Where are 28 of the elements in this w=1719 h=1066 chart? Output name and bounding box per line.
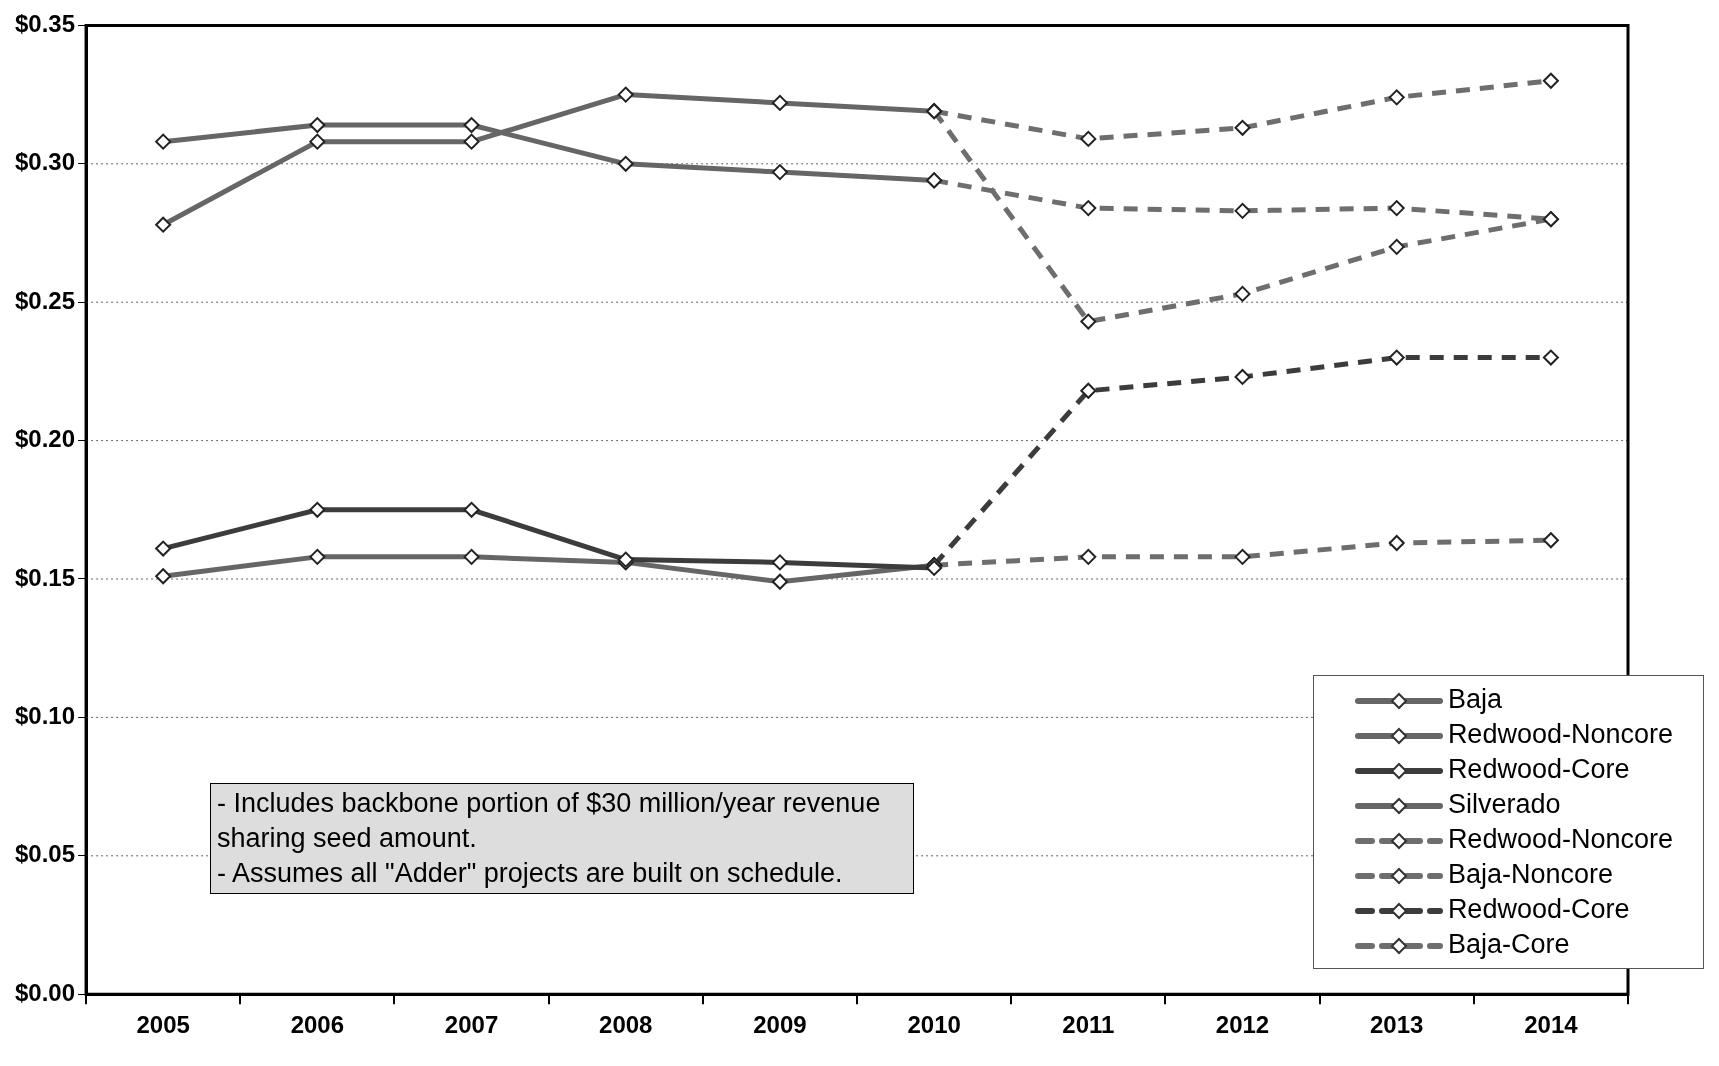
x-tick-label: 2012 xyxy=(1215,1011,1270,1039)
legend-label: Redwood-Core xyxy=(1447,754,1630,784)
y-tick-label: $0.15 xyxy=(15,563,76,591)
annotation: - Includes backbone portion of $30 million/year revenue sharing seed amount. xyxy=(217,787,882,855)
legend-label: Redwood-Noncore xyxy=(1447,824,1673,854)
y-tick-label: $0.05 xyxy=(15,840,76,868)
legend-label: Baja xyxy=(1447,684,1502,714)
x-tick-label: 2014 xyxy=(1524,1011,1579,1039)
x-tick-label: 2009 xyxy=(753,1011,807,1039)
legend-label: Redwood-Core xyxy=(1447,894,1630,924)
legend-label: Redwood-Noncore xyxy=(1447,719,1673,749)
y-tick-label: $0.20 xyxy=(15,425,76,453)
y-tick-label: $0.35 xyxy=(15,10,76,38)
x-tick-label: 2011 xyxy=(1062,1011,1115,1039)
legend-label: Silverado xyxy=(1447,789,1561,819)
annotation: - Assumes all "Adder" projects are built on schedule. xyxy=(217,857,844,890)
y-tick-label: $0.25 xyxy=(15,286,76,314)
y-tick-label: $0.10 xyxy=(15,702,76,730)
legend-label: Baja-Core xyxy=(1447,929,1570,959)
x-tick-label: 2006 xyxy=(290,1011,345,1039)
x-tick-label: 2007 xyxy=(444,1011,499,1039)
legend-label: Baja-Noncore xyxy=(1447,859,1613,889)
x-tick-label: 2005 xyxy=(136,1011,190,1039)
x-tick-label: 2013 xyxy=(1370,1011,1424,1039)
x-tick-label: 2010 xyxy=(907,1011,961,1039)
y-tick-label: $0.30 xyxy=(15,148,76,176)
x-tick-label: 2008 xyxy=(599,1011,653,1039)
y-tick-label: $0.00 xyxy=(15,978,76,1006)
